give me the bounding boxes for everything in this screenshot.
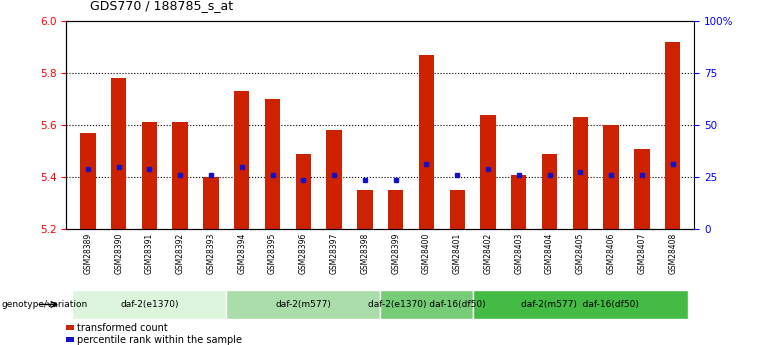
Bar xyxy=(265,99,280,229)
Bar xyxy=(634,149,650,229)
Text: GSM28406: GSM28406 xyxy=(607,233,615,274)
Bar xyxy=(204,177,218,229)
Text: GSM28390: GSM28390 xyxy=(114,233,123,274)
Bar xyxy=(419,55,434,229)
Text: genotype/variation: genotype/variation xyxy=(2,300,88,309)
Text: transformed count: transformed count xyxy=(77,323,168,333)
Bar xyxy=(480,115,495,229)
Text: GSM28393: GSM28393 xyxy=(207,233,215,274)
Bar xyxy=(73,290,226,319)
Text: GSM28398: GSM28398 xyxy=(360,233,370,274)
Text: GSM28401: GSM28401 xyxy=(452,233,462,274)
Bar xyxy=(473,290,688,319)
Bar xyxy=(511,175,526,229)
Text: daf-2(e1370) daf-16(df50): daf-2(e1370) daf-16(df50) xyxy=(367,300,485,309)
Bar xyxy=(326,130,342,229)
Bar xyxy=(296,154,311,229)
Bar xyxy=(573,117,588,229)
Bar xyxy=(226,290,381,319)
Text: GSM28394: GSM28394 xyxy=(237,233,246,274)
Text: GSM28396: GSM28396 xyxy=(299,233,308,274)
Text: GSM28399: GSM28399 xyxy=(391,233,400,274)
Text: GSM28395: GSM28395 xyxy=(268,233,277,274)
Bar xyxy=(388,190,403,229)
Bar xyxy=(66,325,74,330)
Bar xyxy=(604,125,619,229)
Bar xyxy=(449,190,465,229)
Bar xyxy=(66,337,74,342)
Text: GSM28389: GSM28389 xyxy=(83,233,92,274)
Bar xyxy=(111,78,126,229)
Text: daf-2(m577)  daf-16(df50): daf-2(m577) daf-16(df50) xyxy=(521,300,640,309)
Bar xyxy=(665,41,680,229)
Text: percentile rank within the sample: percentile rank within the sample xyxy=(77,335,243,345)
Text: daf-2(e1370): daf-2(e1370) xyxy=(120,300,179,309)
Text: GSM28407: GSM28407 xyxy=(637,233,647,274)
Bar xyxy=(172,122,188,229)
Text: GSM28392: GSM28392 xyxy=(176,233,185,274)
Text: GSM28391: GSM28391 xyxy=(145,233,154,274)
Text: GSM28405: GSM28405 xyxy=(576,233,585,274)
Text: GSM28404: GSM28404 xyxy=(545,233,554,274)
Text: daf-2(m577): daf-2(m577) xyxy=(275,300,332,309)
Text: GDS770 / 188785_s_at: GDS770 / 188785_s_at xyxy=(90,0,232,12)
Text: GSM28403: GSM28403 xyxy=(514,233,523,274)
Text: GSM28402: GSM28402 xyxy=(484,233,492,274)
Bar xyxy=(542,154,557,229)
Bar xyxy=(142,122,157,229)
Text: GSM28400: GSM28400 xyxy=(422,233,431,274)
Bar xyxy=(381,290,473,319)
Bar xyxy=(234,91,250,229)
Bar xyxy=(357,190,373,229)
Bar xyxy=(80,133,95,229)
Text: GSM28408: GSM28408 xyxy=(668,233,677,274)
Text: GSM28397: GSM28397 xyxy=(330,233,339,274)
